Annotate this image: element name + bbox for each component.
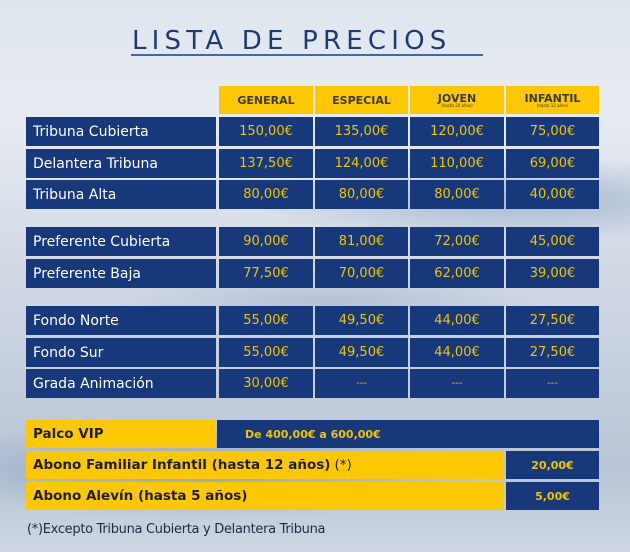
special-label: Abono Alevín (hasta 5 años) [26, 482, 504, 510]
price-cell: 120,00€ [410, 117, 504, 146]
price-cell: 137,50€ [219, 149, 313, 178]
price-cell: 80,00€ [410, 180, 504, 209]
price-cell: 75,00€ [506, 117, 599, 146]
column-header-label: ESPECIAL [332, 93, 391, 107]
price-cell: 27,50€ [506, 306, 599, 335]
footnote-marker: (*) [334, 457, 352, 473]
row-label: Preferente Baja [26, 259, 216, 288]
special-price: De 400,00€ a 600,00€ [217, 420, 599, 448]
price-cell: 80,00€ [315, 180, 408, 209]
price-cell: --- [315, 369, 408, 398]
price-cell: 40,00€ [506, 180, 599, 209]
special-price: 5,00€ [506, 482, 599, 510]
price-cell: 45,00€ [506, 227, 599, 256]
row-label: Tribuna Cubierta [26, 117, 216, 146]
price-cell: 27,50€ [506, 338, 599, 367]
special-price: 20,00€ [506, 451, 599, 479]
column-header-sublabel: (hasta 12 años) [536, 102, 569, 108]
row-label: Preferente Cubierta [26, 227, 216, 256]
price-cell: 30,00€ [219, 369, 313, 398]
special-label-text: Abono Familiar Infantil (hasta 12 años) [33, 457, 331, 473]
price-cell: 135,00€ [315, 117, 408, 146]
price-cell: 49,50€ [315, 306, 408, 335]
column-header-label: INFANTIL [524, 91, 581, 105]
price-cell: 72,00€ [410, 227, 504, 256]
price-cell: 55,00€ [219, 338, 313, 367]
price-cell: 70,00€ [315, 259, 408, 288]
price-cell: 49,50€ [315, 338, 408, 367]
special-label: Abono Familiar Infantil (hasta 12 años) … [26, 451, 504, 479]
special-label: Palco VIP [26, 420, 216, 448]
price-cell: --- [506, 369, 599, 398]
row-label: Grada Animación [26, 369, 216, 398]
row-label: Fondo Norte [26, 306, 216, 335]
column-header-sublabel: (hasta 20 años) [441, 102, 473, 108]
price-cell: --- [410, 369, 504, 398]
column-header-general: GENERAL [219, 86, 313, 114]
page-title: LISTA DE PRECIOS [132, 26, 452, 56]
row-label: Fondo Sur [26, 338, 216, 367]
price-cell: 44,00€ [410, 306, 504, 335]
column-header-label: JOVEN [437, 91, 477, 105]
column-header-especial: ESPECIAL [315, 86, 408, 114]
price-cell: 81,00€ [315, 227, 408, 256]
title-underline [131, 54, 483, 56]
price-cell: 55,00€ [219, 306, 313, 335]
price-cell: 90,00€ [219, 227, 313, 256]
row-label: Delantera Tribuna [26, 149, 216, 178]
price-cell: 150,00€ [219, 117, 313, 146]
price-cell: 44,00€ [410, 338, 504, 367]
column-header-joven: JOVEN (hasta 20 años) [410, 86, 504, 114]
price-cell: 110,00€ [410, 149, 504, 178]
price-cell: 39,00€ [506, 259, 599, 288]
footnote: (*)Excepto Tribuna Cubierta y Delantera … [27, 522, 326, 537]
column-header-infantil: INFANTIL (hasta 12 años) [506, 86, 599, 114]
column-header-label: GENERAL [237, 93, 295, 107]
price-cell: 80,00€ [219, 180, 313, 209]
price-cell: 77,50€ [219, 259, 313, 288]
price-cell: 69,00€ [506, 149, 599, 178]
price-cell: 124,00€ [315, 149, 408, 178]
price-cell: 62,00€ [410, 259, 504, 288]
row-label: Tribuna Alta [26, 180, 216, 209]
